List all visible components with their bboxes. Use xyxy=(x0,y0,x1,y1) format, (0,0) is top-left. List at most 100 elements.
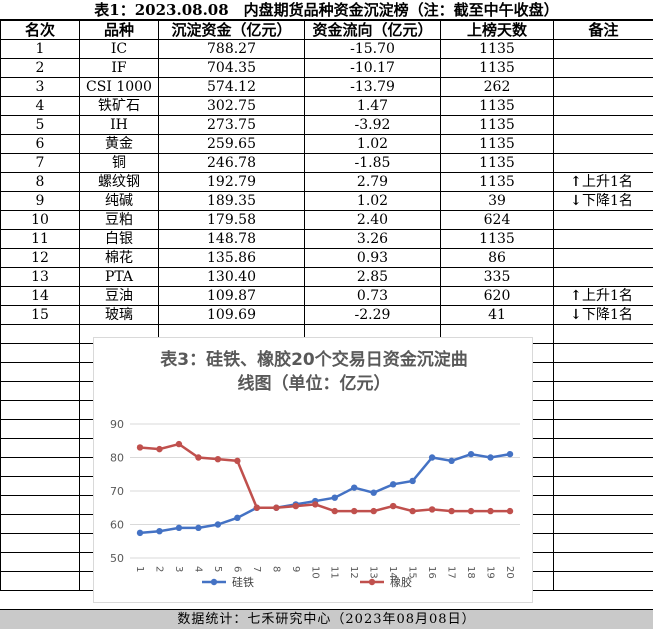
empty-cell xyxy=(0,400,80,420)
footer-source: 数据统计：七禾研究中心（2023年08月08日） xyxy=(0,609,653,629)
report-title: 表1：2023.08.08 内盘期货品种资金沉淀榜（注：截至中午收盘） xyxy=(0,0,653,20)
note-cell: ↑上升1名 xyxy=(553,286,653,306)
rank-cell: 9 xyxy=(0,191,80,211)
data-point xyxy=(273,504,280,511)
chart-title: 表3：硅铁、橡胶20个交易日资金沉淀曲 线图（单位：亿元） xyxy=(94,348,534,396)
note-cell xyxy=(553,58,653,78)
flow-cell: 0.73 xyxy=(304,286,441,306)
product-cell: 铁矿石 xyxy=(79,96,159,116)
empty-cell xyxy=(553,362,653,382)
empty-cell xyxy=(0,362,80,382)
empty-cell xyxy=(0,495,80,515)
empty-cell xyxy=(553,571,653,591)
data-point xyxy=(370,507,377,515)
product-cell: 黄金 xyxy=(79,134,159,154)
x-tick-label: 13 xyxy=(368,566,379,579)
rank-cell: 13 xyxy=(0,267,80,287)
data-point xyxy=(467,507,475,515)
data-point xyxy=(292,502,299,510)
days-cell: 1135 xyxy=(440,153,554,173)
days-cell: 620 xyxy=(440,286,554,306)
x-tick-label: 17 xyxy=(446,566,457,579)
rank-cell: 4 xyxy=(0,96,80,116)
product-cell: 豆油 xyxy=(79,286,159,306)
legend-marker xyxy=(368,578,376,586)
table-row: 6 黄金 259.65 1.02 1135 xyxy=(0,134,653,154)
note-cell: ↑上升1名 xyxy=(553,172,653,192)
arrow-up-icon: ↑ xyxy=(570,174,582,190)
x-tick-label: 11 xyxy=(329,566,340,579)
arrow-down-icon: ↓ xyxy=(570,307,582,323)
column-header: 名次 xyxy=(0,20,80,40)
data-point xyxy=(389,481,397,488)
data-point xyxy=(156,445,163,453)
note-cell xyxy=(553,267,653,287)
arrow-up-icon: ↑ xyxy=(570,288,582,304)
x-tick-label: 7 xyxy=(251,566,262,572)
empty-cell xyxy=(0,457,80,477)
x-tick-label: 8 xyxy=(270,566,281,572)
empty-cell xyxy=(0,514,80,534)
flow-cell: -2.29 xyxy=(304,305,441,325)
rank-cell: 15 xyxy=(0,305,80,325)
data-point xyxy=(312,501,319,508)
rank-cell: 8 xyxy=(0,172,80,192)
note-cell xyxy=(553,153,653,173)
empty-cell xyxy=(553,419,653,439)
empty-cell xyxy=(553,533,653,553)
table-row: 5 IH 273.75 -3.92 1135 xyxy=(0,115,653,135)
rank-cell: 14 xyxy=(0,286,80,306)
data-point xyxy=(175,440,183,448)
product-cell: 铜 xyxy=(79,153,159,173)
flow-cell: -1.85 xyxy=(304,153,441,173)
data-point xyxy=(175,524,183,532)
days-cell: 1135 xyxy=(440,39,554,59)
capital-cell: 302.75 xyxy=(158,96,305,116)
data-point xyxy=(351,507,358,515)
capital-cell: 246.78 xyxy=(158,153,305,173)
note-cell xyxy=(553,248,653,268)
data-point xyxy=(214,455,222,463)
data-point xyxy=(136,529,144,537)
product-cell: CSI 1000 xyxy=(79,77,159,97)
table-row: 4 铁矿石 302.75 1.47 1135 xyxy=(0,96,653,116)
capital-cell: 130.40 xyxy=(158,267,305,287)
rank-cell: 2 xyxy=(0,58,80,78)
data-point xyxy=(156,528,163,535)
days-cell: 1135 xyxy=(440,96,554,116)
empty-cell xyxy=(553,381,653,401)
data-point xyxy=(195,454,202,461)
data-point xyxy=(428,454,436,461)
data-point xyxy=(506,450,514,458)
capital-cell: 189.35 xyxy=(158,191,305,211)
days-cell: 1135 xyxy=(440,172,554,192)
empty-cell xyxy=(553,457,653,477)
table-header-row: 名次 品种 沉淀资金（亿元） 资金流向（亿元） 上榜天数 备注 xyxy=(0,20,653,40)
data-point xyxy=(234,457,241,465)
capital-cell: 788.27 xyxy=(158,39,305,59)
empty-cell xyxy=(0,381,80,401)
column-header: 备注 xyxy=(553,20,653,40)
column-header: 沉淀资金（亿元） xyxy=(158,20,305,40)
series-line xyxy=(139,452,511,535)
capital-cell: 179.58 xyxy=(158,210,305,230)
flow-cell: -13.79 xyxy=(304,77,441,97)
empty-cell xyxy=(0,552,80,572)
y-tick-label: 50 xyxy=(110,552,124,565)
days-cell: 41 xyxy=(440,305,554,325)
ranking-table: 名次 品种 沉淀资金（亿元） 资金流向（亿元） 上榜天数 备注 1 IC 788.27 -15.7… xyxy=(0,20,653,591)
x-tick-label: 2 xyxy=(153,566,164,572)
data-point xyxy=(234,514,241,521)
flow-cell: 0.93 xyxy=(304,248,441,268)
empty-cell xyxy=(553,476,653,496)
table-row: 9 纯碱 189.35 1.02 39 ↓下降1名 xyxy=(0,191,653,211)
table-row: 1 IC 788.27 -15.70 1135 xyxy=(0,39,653,59)
note-cell xyxy=(553,77,653,97)
data-point xyxy=(253,504,261,511)
days-cell: 335 xyxy=(440,267,554,287)
capital-cell: 192.79 xyxy=(158,172,305,192)
y-tick-label: 60 xyxy=(110,519,124,532)
x-tick-label: 3 xyxy=(173,566,184,572)
data-point xyxy=(448,507,455,515)
arrow-down-icon: ↓ xyxy=(570,193,582,209)
